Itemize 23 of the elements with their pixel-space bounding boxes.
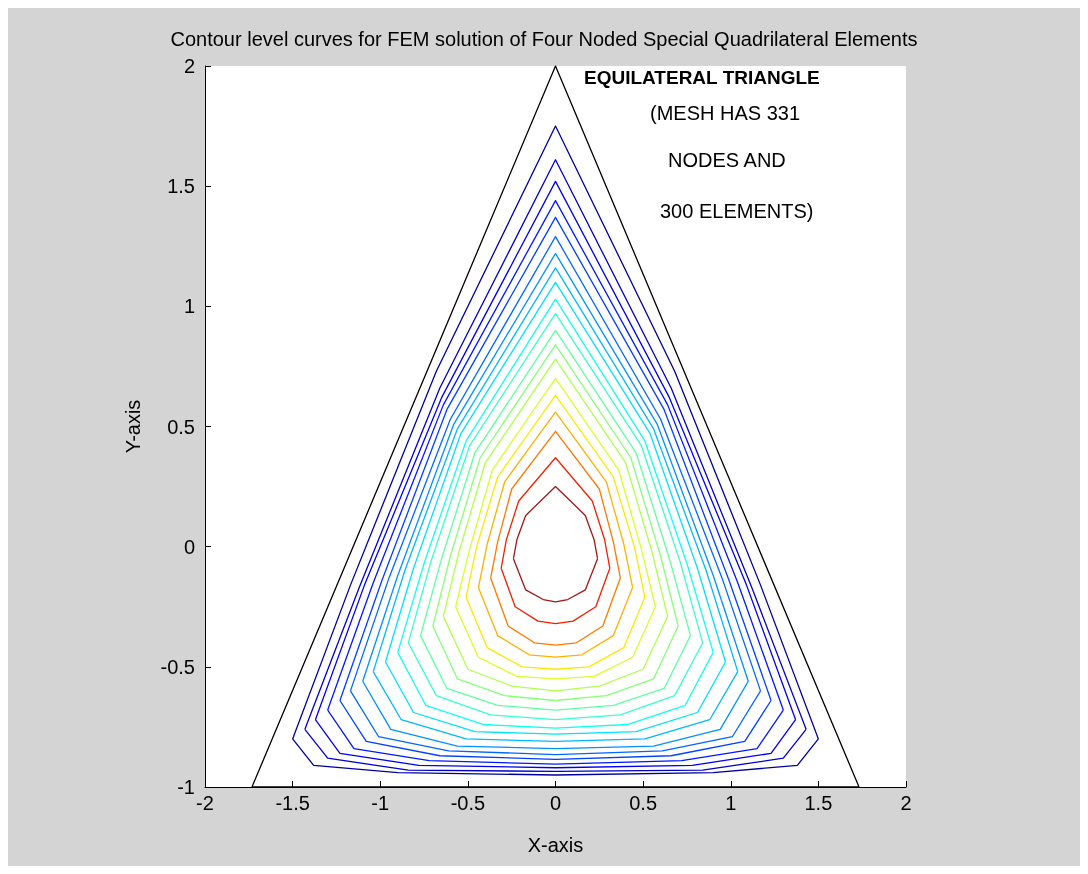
x-tick-label: -1 [371,792,390,814]
y-tick-label: 0.5 [167,415,195,438]
chart-title: Contour level curves for FEM solution of Four Noded Special Quadrilateral Elements [170,28,918,50]
y-tick-label: -0.5 [160,655,195,678]
x-tick-label: 1.5 [804,792,833,814]
x-tick-label: -0.5 [450,792,486,814]
x-axis-title: X-axis [527,834,584,856]
x-tick-label: -2 [196,792,214,814]
y-axis-title: Y-axis [122,399,144,454]
y-tick-label: 0 [183,535,195,558]
y-tick-label: 2 [183,55,195,77]
y-tick-label: 1.5 [167,175,195,198]
y-tick-label: 1 [183,295,195,318]
annotation: EQUILATERAL TRIANGLE [584,67,820,88]
y-tick-label: -1 [177,776,195,798]
x-tick-label: 2 [900,792,912,814]
x-tick-label: -1.5 [275,792,310,814]
x-tick-label: 1 [725,792,737,814]
x-tick-label: 0.5 [629,792,658,814]
x-tick-label: 0 [549,792,562,814]
annotation: NODES AND [668,149,786,171]
annotation: 300 ELEMENTS) [660,200,814,222]
annotation: (MESH HAS 331 [650,102,801,124]
